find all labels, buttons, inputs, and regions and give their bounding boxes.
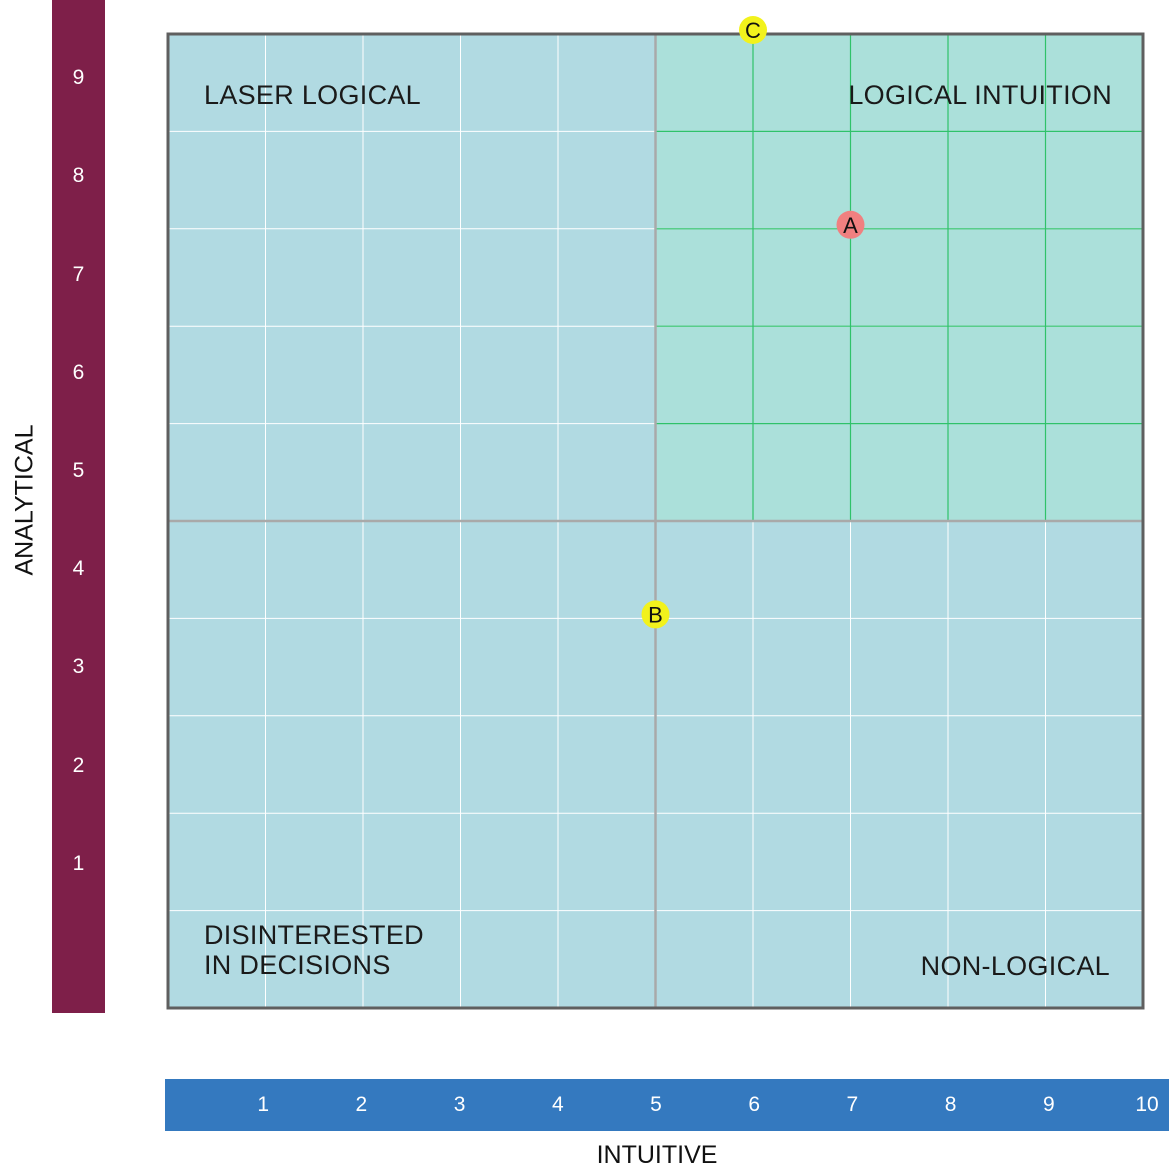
plot-frame — [166, 32, 1145, 1010]
y-tick-9: 9 — [72, 66, 85, 90]
point-b: B — [641, 600, 670, 629]
quadrant-3 — [168, 521, 656, 1008]
x-tick-3: 3 — [453, 1093, 466, 1116]
x-tick-2: 2 — [355, 1093, 368, 1116]
point-label-b: B — [648, 602, 663, 627]
quadrant-label-3: DISINTERESTED IN DECISIONS — [204, 920, 424, 980]
y-tick-7: 7 — [72, 262, 85, 286]
x-tick-1: 1 — [257, 1093, 270, 1116]
quadrant-label-4: NON-LOGICAL — [921, 951, 1110, 981]
point-marker-a — [836, 210, 865, 239]
y-tick-1: 1 — [72, 851, 85, 875]
y-tick-8: 8 — [72, 164, 85, 188]
quadrant-1 — [168, 34, 656, 521]
y-axis-bar — [52, 0, 105, 1013]
point-c: C — [739, 16, 767, 44]
point-a: A — [836, 210, 865, 239]
x-tick-5: 5 — [650, 1093, 662, 1116]
point-marker-b — [641, 600, 670, 629]
quadrant-label-1: LASER LOGICAL — [204, 80, 421, 110]
x-tick-4: 4 — [551, 1093, 564, 1116]
x-tick-8: 8 — [944, 1093, 957, 1116]
point-label-c: C — [745, 18, 761, 43]
quadrant-2 — [655, 34, 1143, 521]
quadrant-4 — [655, 521, 1143, 1008]
y-tick-3: 3 — [72, 655, 85, 679]
x-axis-label: INTUITIVE — [596, 1141, 718, 1169]
y-tick-4: 4 — [72, 557, 85, 581]
y-tick-6: 6 — [72, 360, 85, 384]
x-tick-9: 9 — [1042, 1093, 1055, 1116]
x-tick-7: 7 — [846, 1093, 859, 1116]
point-marker-c — [739, 16, 767, 44]
x-tick-6: 6 — [748, 1093, 761, 1116]
y-tick-5: 5 — [72, 459, 85, 482]
x-axis-bar — [165, 1079, 1169, 1131]
y-tick-2: 2 — [72, 753, 85, 777]
x-tick-10: 10 — [1135, 1093, 1159, 1116]
quadrant-label-2: LOGICAL INTUITION — [848, 80, 1112, 110]
point-label-a: A — [843, 213, 858, 238]
